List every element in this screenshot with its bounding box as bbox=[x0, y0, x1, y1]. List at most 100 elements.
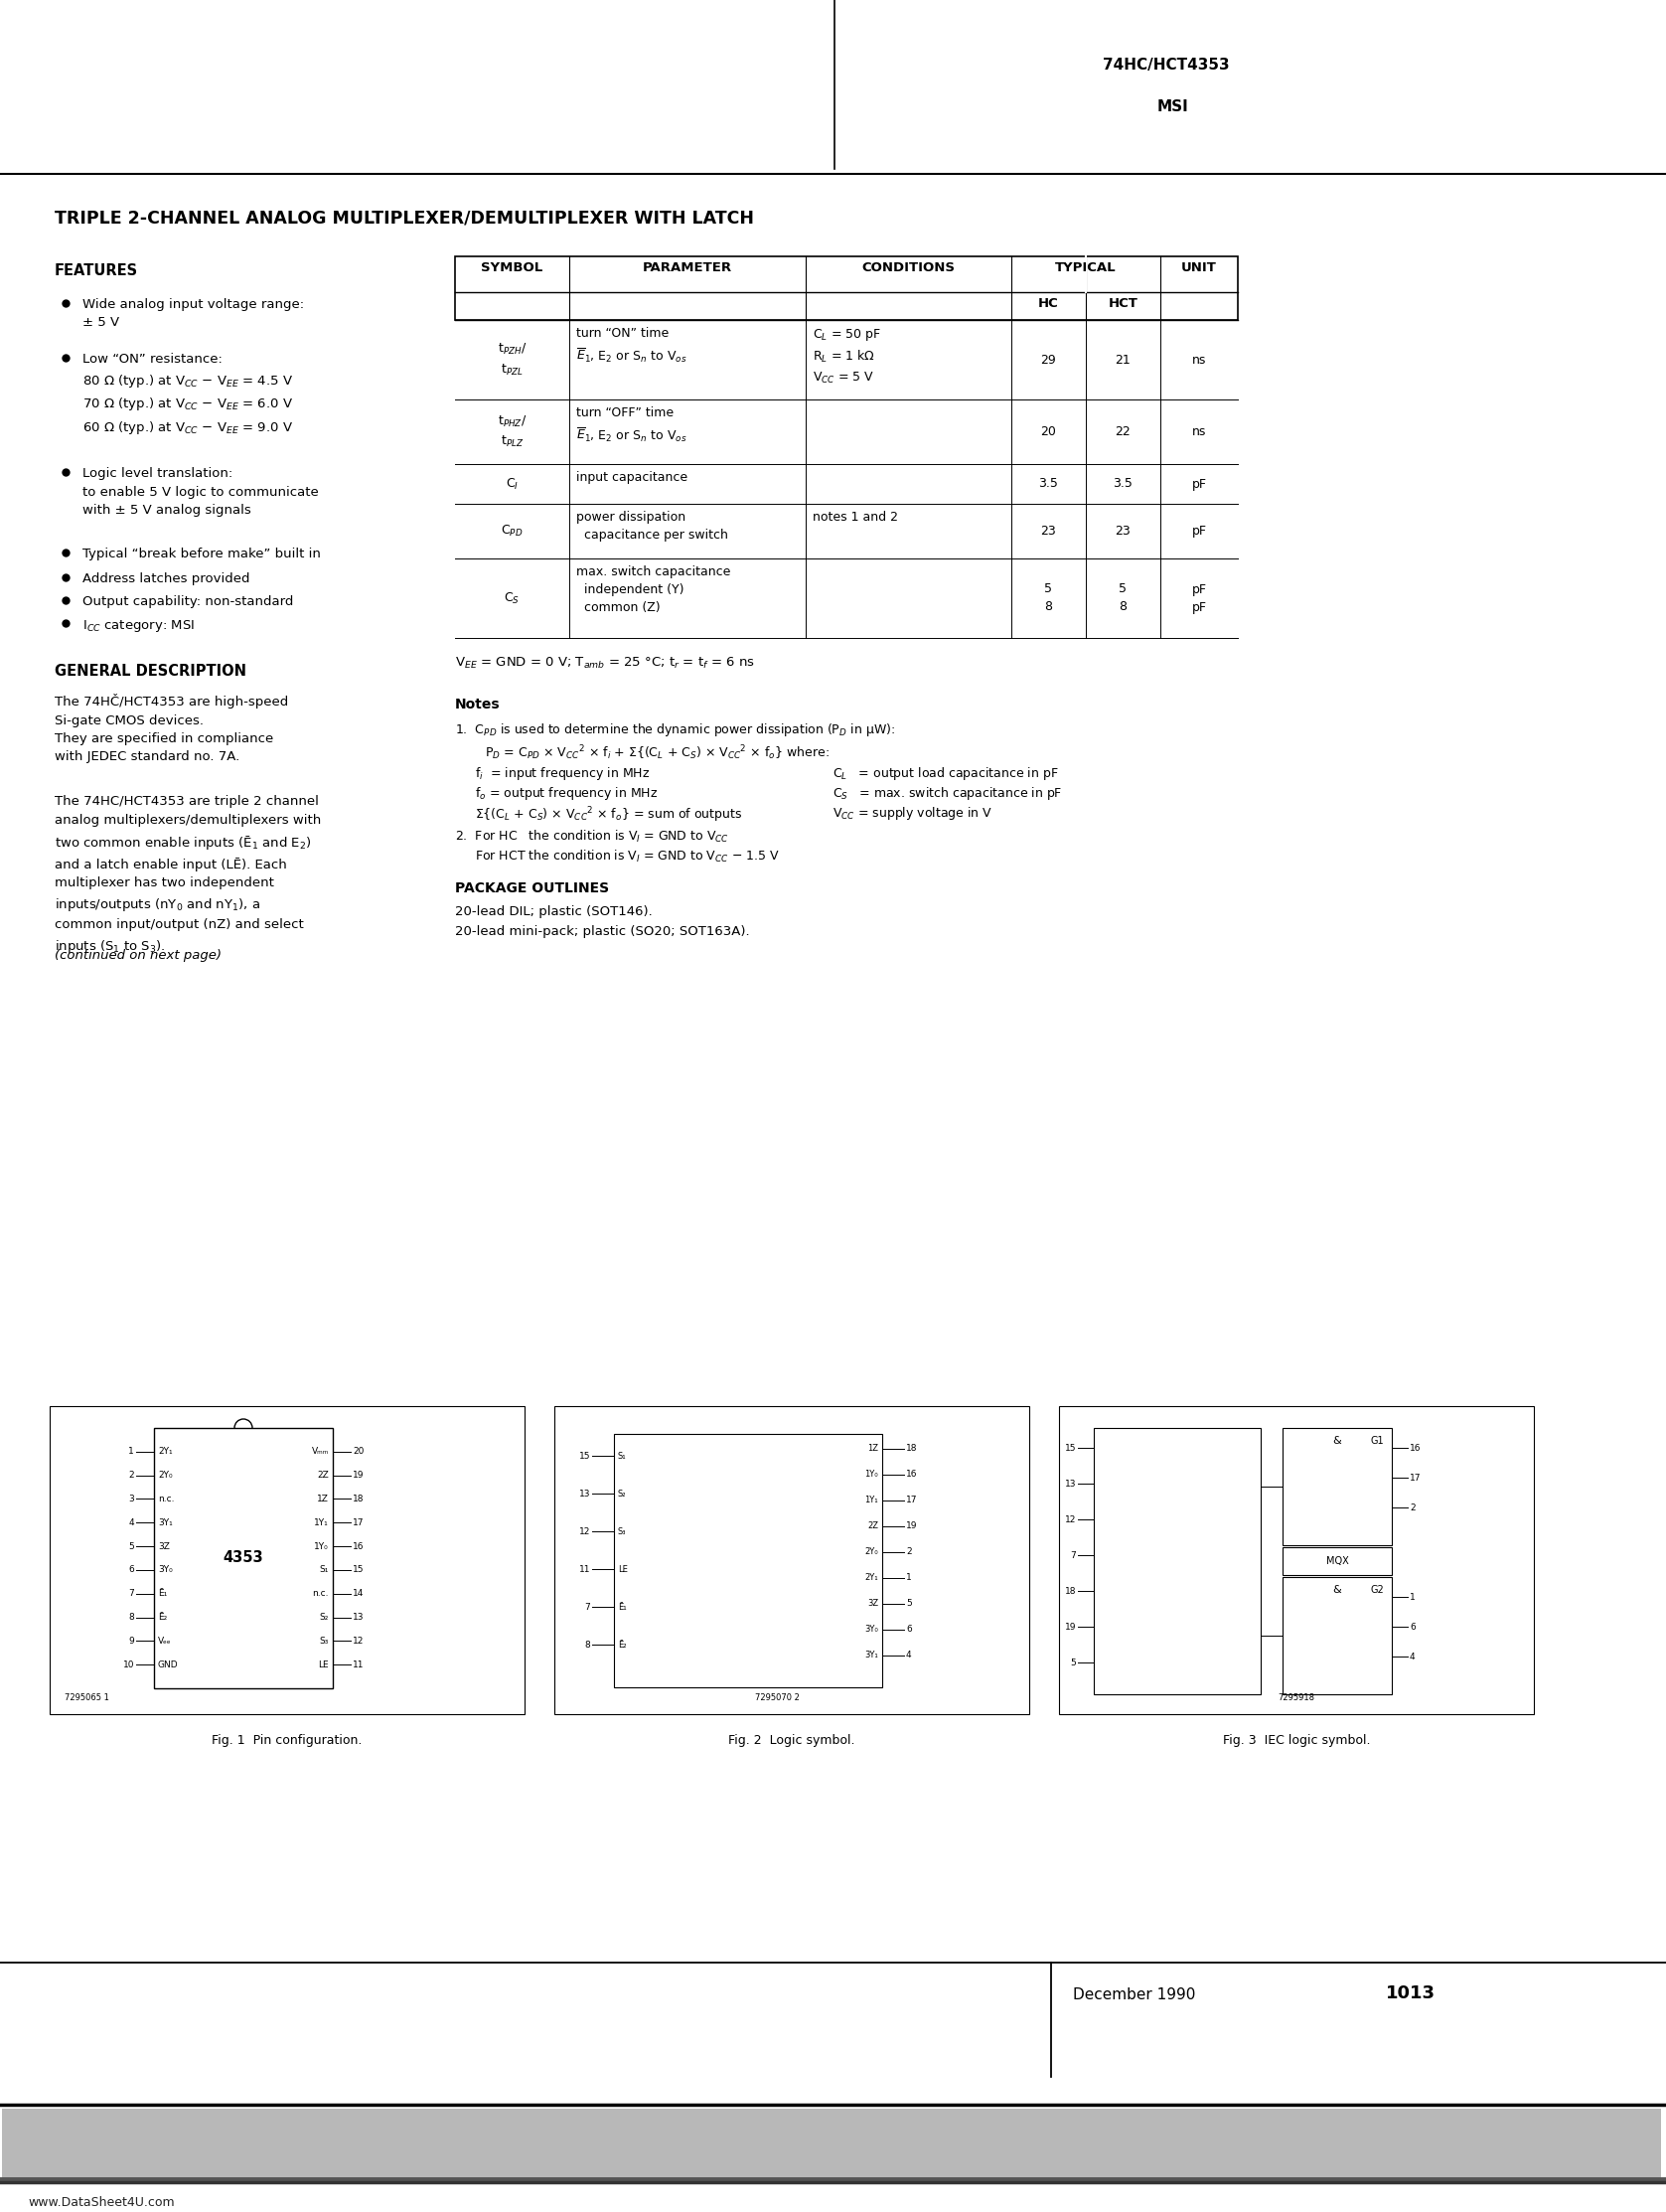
Text: 13: 13 bbox=[578, 1489, 590, 1498]
Text: 18: 18 bbox=[1065, 1586, 1076, 1595]
Text: S₃: S₃ bbox=[320, 1637, 328, 1646]
Text: C$_{PD}$: C$_{PD}$ bbox=[501, 524, 523, 540]
Text: turn “ON” time
$\overline{E}_1$, E$_2$ or S$_n$ to V$_{os}$: turn “ON” time $\overline{E}_1$, E$_2$ o… bbox=[576, 327, 686, 365]
Text: 9: 9 bbox=[128, 1637, 135, 1646]
Text: 7295070 2: 7295070 2 bbox=[755, 1692, 800, 1703]
Text: Ē₂: Ē₂ bbox=[618, 1639, 626, 1650]
Text: 20: 20 bbox=[353, 1447, 363, 1455]
Text: Ē₂: Ē₂ bbox=[158, 1613, 167, 1621]
Text: 11: 11 bbox=[578, 1564, 590, 1573]
Text: Σ{(C$_L$ + C$_S$) × V$_{CC}$$^2$ × f$_o$} = sum of outputs: Σ{(C$_L$ + C$_S$) × V$_{CC}$$^2$ × f$_o$… bbox=[475, 805, 743, 825]
Text: 20-lead mini-pack; plastic (SO20; SOT163A).: 20-lead mini-pack; plastic (SO20; SOT163… bbox=[455, 925, 750, 938]
Text: 4353: 4353 bbox=[223, 1551, 263, 1566]
Text: 19: 19 bbox=[1065, 1621, 1076, 1630]
Text: 1Z: 1Z bbox=[317, 1495, 328, 1504]
Text: S₁: S₁ bbox=[618, 1451, 626, 1460]
Bar bbox=[615, 1433, 883, 1688]
Text: 19: 19 bbox=[353, 1471, 365, 1480]
Text: 16: 16 bbox=[906, 1471, 918, 1480]
Text: FEATURES: FEATURES bbox=[55, 263, 138, 279]
Text: Ē₁: Ē₁ bbox=[158, 1588, 167, 1597]
Text: 15: 15 bbox=[1065, 1444, 1076, 1453]
Text: CONDITIONS: CONDITIONS bbox=[861, 261, 955, 274]
Text: 3.5: 3.5 bbox=[1038, 478, 1058, 491]
Text: Fig. 3  IEC logic symbol.: Fig. 3 IEC logic symbol. bbox=[1223, 1734, 1369, 1747]
Text: 3Y₀: 3Y₀ bbox=[158, 1566, 173, 1575]
Text: 6: 6 bbox=[906, 1626, 911, 1635]
Text: C$_I$: C$_I$ bbox=[505, 476, 518, 491]
Text: C$_S$   = max. switch capacitance in pF: C$_S$ = max. switch capacitance in pF bbox=[833, 785, 1063, 803]
Text: 2Y₀: 2Y₀ bbox=[865, 1548, 878, 1557]
Text: 5: 5 bbox=[1070, 1659, 1076, 1668]
Text: 19: 19 bbox=[906, 1522, 918, 1531]
Bar bbox=[1283, 1546, 1391, 1575]
Text: 3Z: 3Z bbox=[866, 1599, 878, 1608]
Text: 4: 4 bbox=[1409, 1652, 1416, 1661]
Text: 13: 13 bbox=[353, 1613, 365, 1621]
Text: 3: 3 bbox=[128, 1495, 135, 1504]
Text: The 74HČ/HCT4353 are high-speed
Si-gate CMOS devices.
They are specified in comp: The 74HČ/HCT4353 are high-speed Si-gate … bbox=[55, 695, 288, 763]
Bar bbox=[1283, 1577, 1391, 1694]
Text: HC: HC bbox=[1038, 296, 1060, 310]
Text: For HCT the condition is V$_I$ = GND to V$_{CC}$ − 1.5 V: For HCT the condition is V$_I$ = GND to … bbox=[475, 849, 780, 865]
Text: Logic level translation:
to enable 5 V logic to communicate
with ± 5 V analog si: Logic level translation: to enable 5 V l… bbox=[82, 467, 318, 518]
Text: S₂: S₂ bbox=[320, 1613, 328, 1621]
Text: 17: 17 bbox=[353, 1517, 365, 1526]
Text: 16: 16 bbox=[353, 1542, 365, 1551]
Text: S₁: S₁ bbox=[320, 1566, 328, 1575]
Text: 17: 17 bbox=[906, 1495, 918, 1504]
Text: 10: 10 bbox=[123, 1661, 135, 1670]
Text: 1013: 1013 bbox=[1386, 1984, 1436, 2002]
Text: pF: pF bbox=[1191, 524, 1206, 538]
Text: 2: 2 bbox=[906, 1548, 911, 1557]
Bar bbox=[153, 1429, 333, 1688]
Text: 7: 7 bbox=[1070, 1551, 1076, 1559]
Text: 3.5: 3.5 bbox=[1113, 478, 1133, 491]
Text: 2: 2 bbox=[128, 1471, 135, 1480]
Text: 12: 12 bbox=[578, 1526, 590, 1535]
Text: n.c.: n.c. bbox=[158, 1495, 175, 1504]
Text: ns: ns bbox=[1191, 354, 1206, 367]
Text: 2Z: 2Z bbox=[317, 1471, 328, 1480]
Text: Notes: Notes bbox=[455, 697, 500, 712]
Text: UNIT: UNIT bbox=[1181, 261, 1216, 274]
Text: 18: 18 bbox=[906, 1444, 918, 1453]
Text: TYPICAL: TYPICAL bbox=[1055, 261, 1116, 274]
Text: 4: 4 bbox=[128, 1517, 135, 1526]
Text: 3Y₁: 3Y₁ bbox=[158, 1517, 173, 1526]
Text: 5
8: 5 8 bbox=[1045, 582, 1053, 613]
Text: Address latches provided: Address latches provided bbox=[82, 573, 250, 586]
Text: 5
8: 5 8 bbox=[1120, 582, 1128, 613]
Bar bbox=[50, 1407, 525, 1714]
Text: Fig. 2  Logic symbol.: Fig. 2 Logic symbol. bbox=[728, 1734, 855, 1747]
Text: G2: G2 bbox=[1369, 1586, 1384, 1595]
Text: 1: 1 bbox=[906, 1573, 911, 1582]
Text: LE: LE bbox=[318, 1661, 328, 1670]
Text: power dissipation
  capacitance per switch: power dissipation capacitance per switch bbox=[576, 511, 728, 542]
Text: 2Y₁: 2Y₁ bbox=[865, 1573, 878, 1582]
Text: &: & bbox=[1333, 1586, 1341, 1595]
Text: PARAMETER: PARAMETER bbox=[643, 261, 733, 274]
Text: (continued on next page): (continued on next page) bbox=[55, 949, 222, 962]
Text: www.DataSheet4U.com: www.DataSheet4U.com bbox=[28, 2197, 175, 2210]
Text: Wide analog input voltage range:
± 5 V: Wide analog input voltage range: ± 5 V bbox=[82, 299, 305, 330]
Text: G1: G1 bbox=[1371, 1436, 1384, 1447]
Text: 15: 15 bbox=[353, 1566, 365, 1575]
Text: 5: 5 bbox=[906, 1599, 911, 1608]
Text: 3Z: 3Z bbox=[158, 1542, 170, 1551]
Text: pF
pF: pF pF bbox=[1191, 582, 1206, 613]
Text: 1: 1 bbox=[1409, 1593, 1416, 1601]
Text: 17: 17 bbox=[1409, 1473, 1421, 1482]
Text: GENERAL DESCRIPTION: GENERAL DESCRIPTION bbox=[55, 664, 247, 679]
Text: Vₑₑ: Vₑₑ bbox=[158, 1637, 172, 1646]
Text: V$_{EE}$ = GND = 0 V; T$_{amb}$ = 25 °C; t$_r$ = t$_f$ = 6 ns: V$_{EE}$ = GND = 0 V; T$_{amb}$ = 25 °C;… bbox=[455, 655, 755, 670]
Text: Typical “break before make” built in: Typical “break before make” built in bbox=[82, 549, 322, 560]
Text: 3Y₁: 3Y₁ bbox=[865, 1650, 878, 1659]
Bar bbox=[555, 1407, 1030, 1714]
Text: 8: 8 bbox=[128, 1613, 135, 1621]
Text: &: & bbox=[1333, 1436, 1341, 1447]
Text: TRIPLE 2-CHANNEL ANALOG MULTIPLEXER/DEMULTIPLEXER WITH LATCH: TRIPLE 2-CHANNEL ANALOG MULTIPLEXER/DEMU… bbox=[55, 208, 755, 226]
Text: Vₘₘ: Vₘₘ bbox=[312, 1447, 328, 1455]
Bar bbox=[1283, 1429, 1391, 1546]
Text: ns: ns bbox=[1191, 425, 1206, 438]
